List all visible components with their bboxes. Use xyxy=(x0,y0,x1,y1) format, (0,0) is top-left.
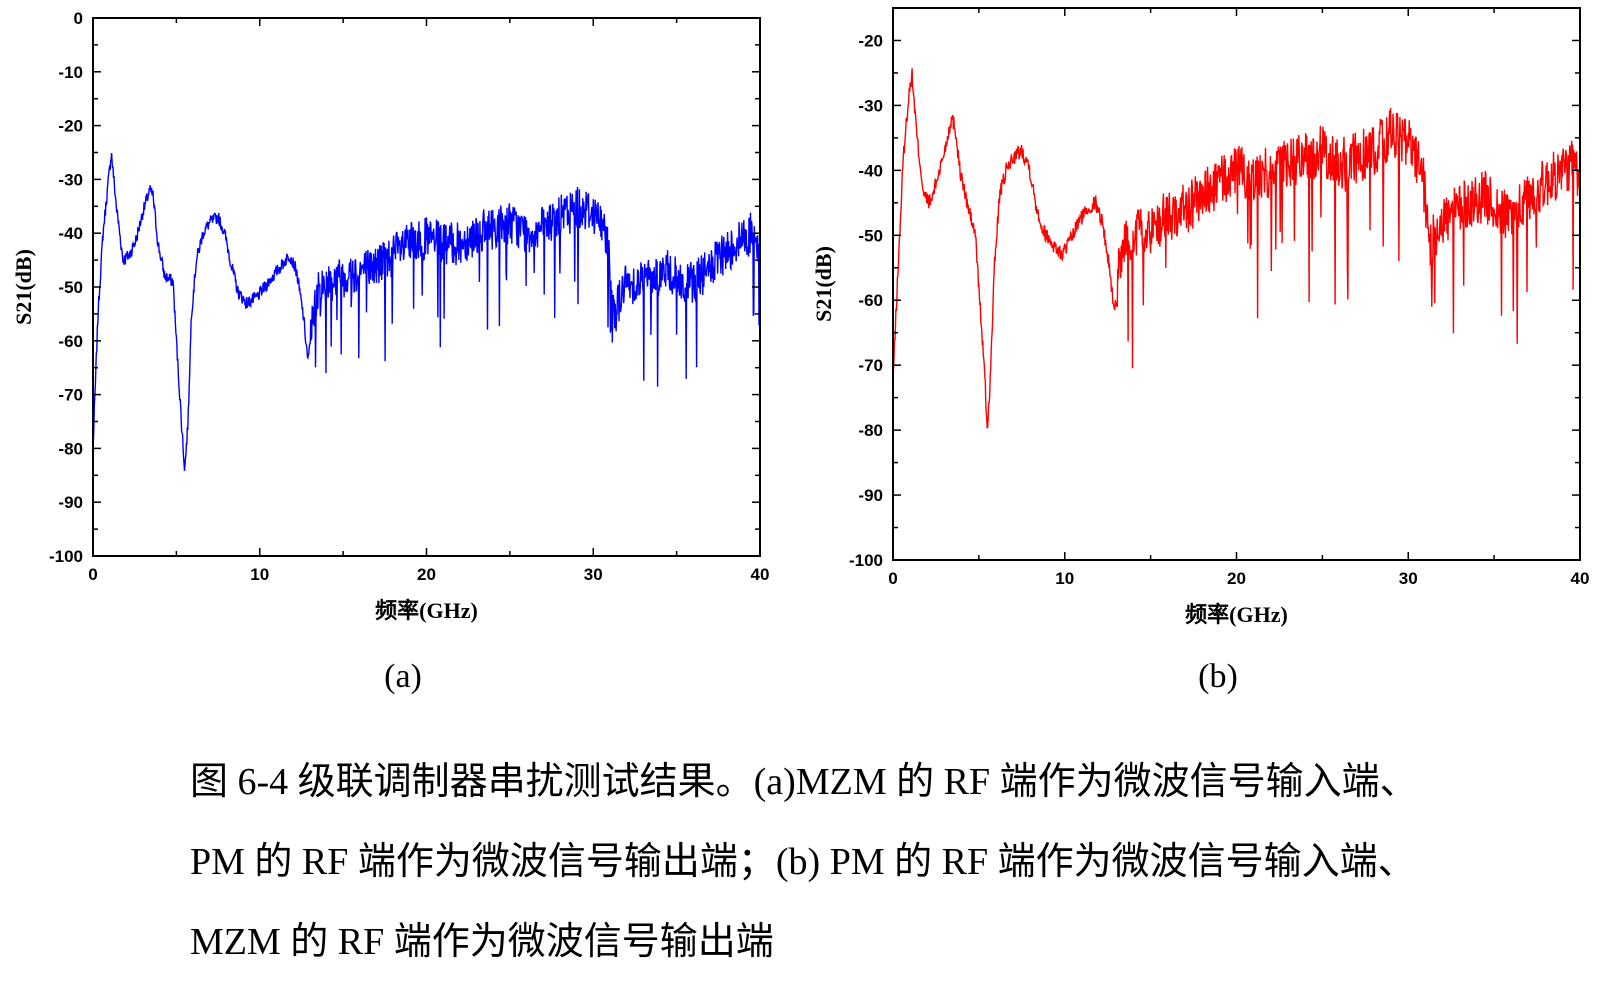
x-tick-label: 30 xyxy=(584,565,603,584)
figure-caption: 图 6-4 级联调制器串扰测试结果。(a)MZM 的 RF 端作为微波信号输入端… xyxy=(190,742,1530,982)
x-tick-label: 40 xyxy=(1571,569,1590,588)
y-tick-label: -90 xyxy=(858,486,883,505)
y-tick-label: -60 xyxy=(858,291,883,310)
x-tick-label: 20 xyxy=(417,565,436,584)
y-tick-label: -30 xyxy=(58,170,83,189)
y-tick-label: -100 xyxy=(49,547,83,566)
panel-label-a: (a) xyxy=(384,658,422,695)
x-tick-label: 20 xyxy=(1227,569,1246,588)
chart-a: 0 10 20 30 40 0 -10 -20 -30 -40 -50 -60 -70 -80 -90 -10… xyxy=(11,9,769,623)
plot-frame xyxy=(892,7,1581,561)
caption-line-1: 图 6-4 级联调制器串扰测试结果。(a)MZM 的 RF 端作为微波信号输入端… xyxy=(190,761,1418,803)
y-tick-label: -70 xyxy=(858,356,883,375)
y-tick-label: -80 xyxy=(58,439,83,458)
caption-line-3: MZM 的 RF 端作为微波信号输出端 xyxy=(190,921,774,963)
x-axis-title: 频率(GHz) xyxy=(1185,602,1288,627)
data-series-line xyxy=(892,68,1581,429)
x-tick-label: 0 xyxy=(888,569,897,588)
y-tick-label: -10 xyxy=(58,63,83,82)
y-tick-label: -50 xyxy=(58,278,83,297)
x-tick-label: 0 xyxy=(88,565,97,584)
y-axis-title: S21(dB) xyxy=(11,249,36,325)
data-series-line xyxy=(92,152,761,471)
chart-b: 0 10 20 30 40 -20 -30 -40 -50 -60 -70 -80 -90 -100 频率(… xyxy=(811,7,1590,627)
y-tick-label: -30 xyxy=(858,96,883,115)
x-tick-label: 10 xyxy=(250,565,269,584)
x-tick-label: 40 xyxy=(751,565,770,584)
y-axis-title: S21(dB) xyxy=(811,246,836,322)
panel-label-b: (b) xyxy=(1198,658,1238,695)
caption-line-2: PM 的 RF 端作为微波信号输出端；(b) PM 的 RF 端作为微波信号输入… xyxy=(190,841,1416,883)
y-tick-label: -20 xyxy=(58,117,83,136)
x-axis-title: 频率(GHz) xyxy=(375,598,478,623)
y-tick-label: -40 xyxy=(58,224,83,243)
y-tick-label: -100 xyxy=(849,551,883,570)
y-tick-label: -80 xyxy=(858,421,883,440)
y-tick-label: -70 xyxy=(58,386,83,405)
y-tick-label: 0 xyxy=(74,9,83,28)
y-tick-label: -40 xyxy=(858,161,883,180)
y-tick-label: -60 xyxy=(58,332,83,351)
x-tick-label: 30 xyxy=(1399,569,1418,588)
y-tick-label: -50 xyxy=(858,226,883,245)
x-tick-label: 10 xyxy=(1055,569,1074,588)
y-tick-label: -20 xyxy=(858,31,883,50)
y-tick-label: -90 xyxy=(58,493,83,512)
